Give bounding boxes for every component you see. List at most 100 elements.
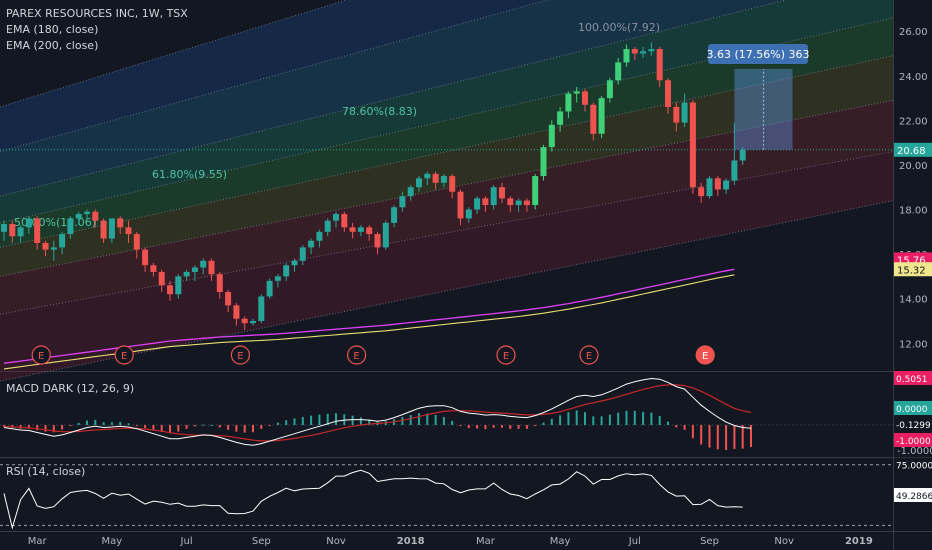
candle-body[interactable] [499, 187, 505, 199]
candle-body[interactable] [490, 187, 497, 206]
candle-body[interactable] [183, 271, 190, 277]
candle-body[interactable] [590, 104, 597, 134]
candle-body[interactable] [299, 247, 306, 261]
candle-body[interactable] [457, 191, 464, 219]
candle-body[interactable] [133, 234, 140, 250]
candle-body[interactable] [374, 234, 381, 248]
candle-body[interactable] [523, 200, 530, 206]
candle-body[interactable] [606, 80, 613, 99]
candle-body[interactable] [200, 260, 207, 268]
candle-body[interactable] [440, 176, 447, 183]
candle-body[interactable] [208, 260, 215, 275]
candle-body[interactable] [167, 285, 173, 295]
earnings-circle[interactable] [114, 345, 134, 365]
candle-body[interactable] [225, 291, 232, 306]
candle-body[interactable] [92, 211, 99, 221]
candle-body[interactable] [532, 176, 539, 206]
candle-body[interactable] [482, 198, 489, 206]
candle-body[interactable] [158, 271, 165, 286]
candle-body[interactable] [333, 213, 339, 221]
candle-body[interactable] [540, 147, 547, 177]
candle-body[interactable] [75, 213, 82, 219]
earnings-circle[interactable] [496, 345, 516, 365]
candles[interactable] [1, 42, 746, 330]
candle-body[interactable] [1, 224, 7, 232]
candle-body[interactable] [308, 240, 315, 248]
candle-body[interactable] [557, 111, 564, 125]
candle-body[interactable] [50, 247, 57, 250]
candle-body[interactable] [631, 49, 638, 54]
candle-body[interactable] [656, 49, 663, 81]
candle-body[interactable] [689, 102, 696, 188]
earnings-marker[interactable]: E [579, 345, 599, 365]
earnings-marker[interactable]: E [347, 345, 367, 365]
candle-body[interactable] [449, 176, 456, 192]
candle-body[interactable] [565, 93, 572, 112]
candle-body[interactable] [640, 51, 647, 54]
candle-body[interactable] [731, 160, 738, 181]
earnings-circle[interactable] [579, 345, 599, 365]
candle-body[interactable] [598, 98, 605, 134]
measure-tool[interactable]: 3.63 (17.56%) 363 [706, 44, 810, 150]
candle-body[interactable] [266, 280, 273, 297]
candle-body[interactable] [706, 178, 713, 197]
candle-body[interactable] [108, 218, 115, 239]
candle-body[interactable] [9, 224, 16, 237]
candle-body[interactable] [698, 187, 705, 197]
candle-body[interactable] [142, 249, 149, 266]
candle-body[interactable] [648, 49, 655, 52]
candle-body[interactable] [465, 209, 472, 219]
candle-body[interactable] [291, 260, 298, 266]
rsi-pane[interactable] [0, 464, 893, 530]
macd-pane[interactable] [0, 377, 893, 451]
candle-body[interactable] [241, 318, 248, 324]
candle-body[interactable] [366, 227, 373, 235]
candle-body[interactable] [424, 173, 431, 179]
candle-body[interactable] [582, 91, 588, 105]
candle-body[interactable] [324, 220, 331, 232]
candle-body[interactable] [59, 234, 66, 248]
candle-body[interactable] [216, 274, 223, 292]
earnings-marker[interactable]: E [31, 345, 51, 365]
candle-body[interactable] [432, 173, 439, 183]
candle-body[interactable] [673, 106, 680, 123]
candle-body[interactable] [382, 222, 389, 248]
candle-body[interactable] [515, 200, 522, 206]
candle-body[interactable] [34, 218, 41, 243]
candle-body[interactable] [665, 80, 671, 107]
earnings-marker[interactable]: E [695, 345, 715, 365]
candle-body[interactable] [474, 198, 481, 210]
earnings-circle[interactable] [230, 345, 250, 365]
candle-body[interactable] [274, 276, 281, 281]
candle-body[interactable] [615, 62, 622, 81]
earnings-marker[interactable]: E [496, 345, 516, 365]
candle-body[interactable] [349, 227, 356, 232]
candle-body[interactable] [84, 211, 90, 214]
candle-body[interactable] [341, 213, 348, 228]
candle-body[interactable] [175, 276, 182, 295]
earnings-circle[interactable] [31, 345, 51, 365]
candle-body[interactable] [150, 265, 157, 272]
candle-body[interactable] [67, 218, 74, 235]
candle-body[interactable] [407, 187, 414, 197]
candle-body[interactable] [416, 178, 422, 188]
candle-body[interactable] [357, 227, 364, 232]
earnings-circle[interactable] [347, 345, 367, 365]
candle-body[interactable] [573, 91, 580, 94]
candle-body[interactable] [117, 218, 124, 228]
candle-body[interactable] [714, 178, 721, 190]
candle-body[interactable] [681, 102, 688, 123]
candle-body[interactable] [399, 196, 406, 208]
candle-body[interactable] [283, 265, 290, 277]
candle-body[interactable] [723, 180, 730, 190]
candle-body[interactable] [258, 296, 265, 321]
earnings-circle[interactable] [695, 345, 715, 365]
candle-body[interactable] [739, 149, 746, 161]
fib-channel[interactable]: 100.00%(7.92)78.60%(8.83)61.80%(9.55)50.… [0, 0, 894, 382]
candle-body[interactable] [316, 231, 323, 241]
earnings-marker[interactable]: E [114, 345, 134, 365]
candle-body[interactable] [391, 207, 398, 223]
